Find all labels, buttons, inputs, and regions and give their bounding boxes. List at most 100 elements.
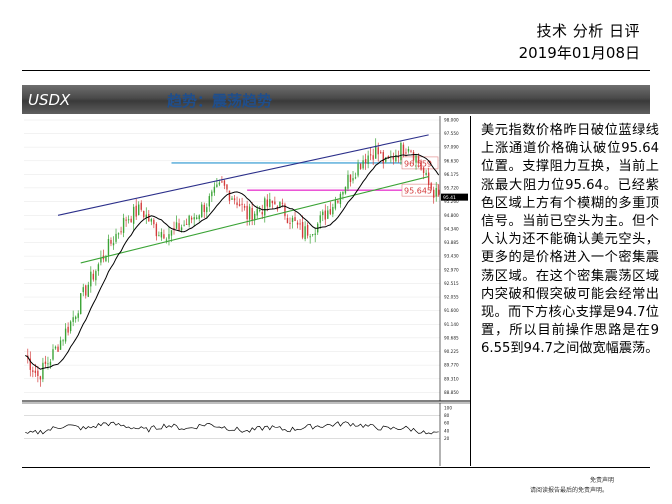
oscillator-line	[25, 421, 439, 435]
candle	[251, 208, 253, 221]
candle	[281, 202, 284, 204]
candle	[135, 205, 137, 217]
candle	[168, 234, 170, 239]
candle	[52, 349, 54, 360]
candle	[430, 183, 432, 190]
candle	[327, 210, 329, 219]
candle	[173, 227, 175, 230]
candle	[289, 222, 291, 224]
candle	[54, 346, 57, 349]
candle	[185, 223, 188, 225]
candle	[180, 227, 183, 231]
candle	[405, 152, 407, 154]
candle	[299, 223, 301, 225]
oscillator-tick-label: 60	[444, 421, 450, 426]
candle	[311, 234, 314, 236]
candle	[369, 154, 372, 156]
header-divider	[22, 70, 650, 71]
candle	[332, 207, 334, 215]
candle	[352, 178, 354, 181]
candle	[248, 206, 251, 220]
price-tick-label: 90.685	[444, 335, 459, 340]
candle	[246, 205, 248, 220]
candle	[223, 180, 226, 186]
candle	[309, 236, 311, 238]
price-tick-label: 94.340	[444, 227, 459, 232]
candle	[259, 209, 261, 211]
candle	[367, 155, 369, 164]
price-tick-label: 92.515	[444, 281, 459, 286]
candle	[64, 328, 67, 342]
candle	[100, 257, 102, 263]
candle	[344, 186, 347, 194]
price-chart: 96.559 95.645 98.000 97.550 97.090 96.630 96.…	[22, 116, 470, 466]
candle	[110, 239, 112, 244]
candle	[143, 210, 145, 218]
oscillator-tick-label: 100	[444, 406, 452, 411]
price-gridlines	[24, 119, 440, 393]
candle	[32, 370, 34, 372]
candle	[269, 199, 271, 207]
candle	[97, 264, 100, 272]
candle	[127, 219, 130, 221]
price-tick-label: 97.550	[444, 131, 459, 136]
candle	[34, 370, 37, 373]
candle	[105, 256, 107, 262]
candle	[130, 218, 132, 223]
candle	[228, 190, 231, 201]
price-tick-label: 95.260	[444, 199, 459, 204]
price-tick-label: 90.225	[444, 349, 459, 354]
candle	[400, 142, 402, 161]
candle	[57, 346, 59, 352]
candle	[216, 184, 218, 187]
candle	[392, 156, 395, 160]
candle	[39, 376, 42, 380]
candle	[342, 191, 344, 195]
candle	[256, 208, 258, 216]
candle	[261, 212, 263, 215]
candle	[274, 201, 276, 205]
candle	[120, 231, 122, 233]
oscillator-tick-label: 20	[444, 436, 450, 441]
candle	[196, 217, 198, 219]
candle	[77, 313, 79, 318]
candle	[153, 219, 155, 225]
candle	[264, 198, 266, 216]
candle	[148, 214, 150, 222]
candle	[44, 361, 47, 364]
candle	[67, 326, 69, 333]
candle	[433, 189, 435, 198]
price-tick-label: 89.310	[444, 376, 459, 381]
candle	[231, 198, 233, 200]
candle	[387, 156, 390, 159]
candle	[150, 219, 153, 222]
candle	[183, 224, 185, 226]
price-axis: 98.000 97.550 97.090 96.630 96.175 95.720 95.2…	[439, 116, 468, 401]
candle	[438, 189, 440, 195]
candle	[122, 217, 125, 233]
candle	[362, 160, 364, 169]
price-tick-label: 98.000	[444, 118, 459, 123]
price-tick-label: 91.140	[444, 322, 459, 327]
candle	[359, 163, 362, 169]
price-tick-label: 91.600	[444, 308, 459, 313]
candle	[324, 210, 326, 220]
price-tick-label: 89.770	[444, 363, 459, 368]
oscillator-tick-label: 80	[444, 413, 450, 418]
candle	[377, 147, 379, 155]
candle	[266, 199, 268, 207]
section-band: USDX 趋势：震荡趋势	[22, 85, 650, 114]
candle	[279, 201, 281, 208]
candle	[170, 230, 173, 236]
candle	[213, 186, 216, 193]
candle	[69, 321, 72, 332]
candle	[435, 187, 437, 197]
oscillator-panel: 100 80 60 40 20	[24, 403, 452, 466]
resistance-label-box	[401, 156, 439, 170]
candle	[334, 199, 337, 209]
price-tick-label: 93.430	[444, 254, 459, 259]
candle	[47, 363, 49, 365]
candle	[354, 177, 357, 179]
candle	[395, 155, 397, 162]
candle	[417, 156, 420, 163]
